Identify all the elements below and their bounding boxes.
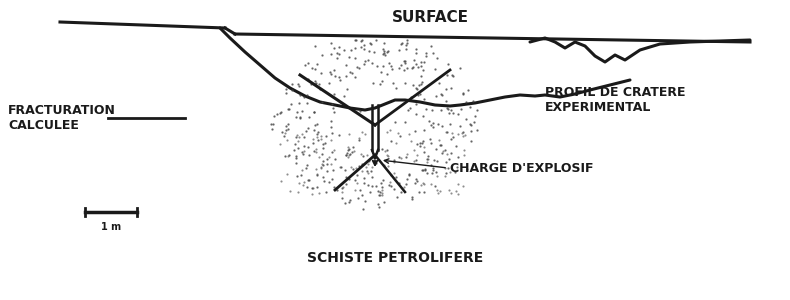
Text: PROFIL DE CRATERE
EXPERIMENTAL: PROFIL DE CRATERE EXPERIMENTAL <box>545 86 686 114</box>
Text: SURFACE: SURFACE <box>392 10 468 25</box>
Text: 1 m: 1 m <box>101 222 121 232</box>
Text: SCHISTE PETROLIFERE: SCHISTE PETROLIFERE <box>307 251 483 265</box>
Text: FRACTURATION
CALCULEE: FRACTURATION CALCULEE <box>8 104 116 132</box>
Text: CHARGE D'EXPLOSIF: CHARGE D'EXPLOSIF <box>450 161 593 175</box>
